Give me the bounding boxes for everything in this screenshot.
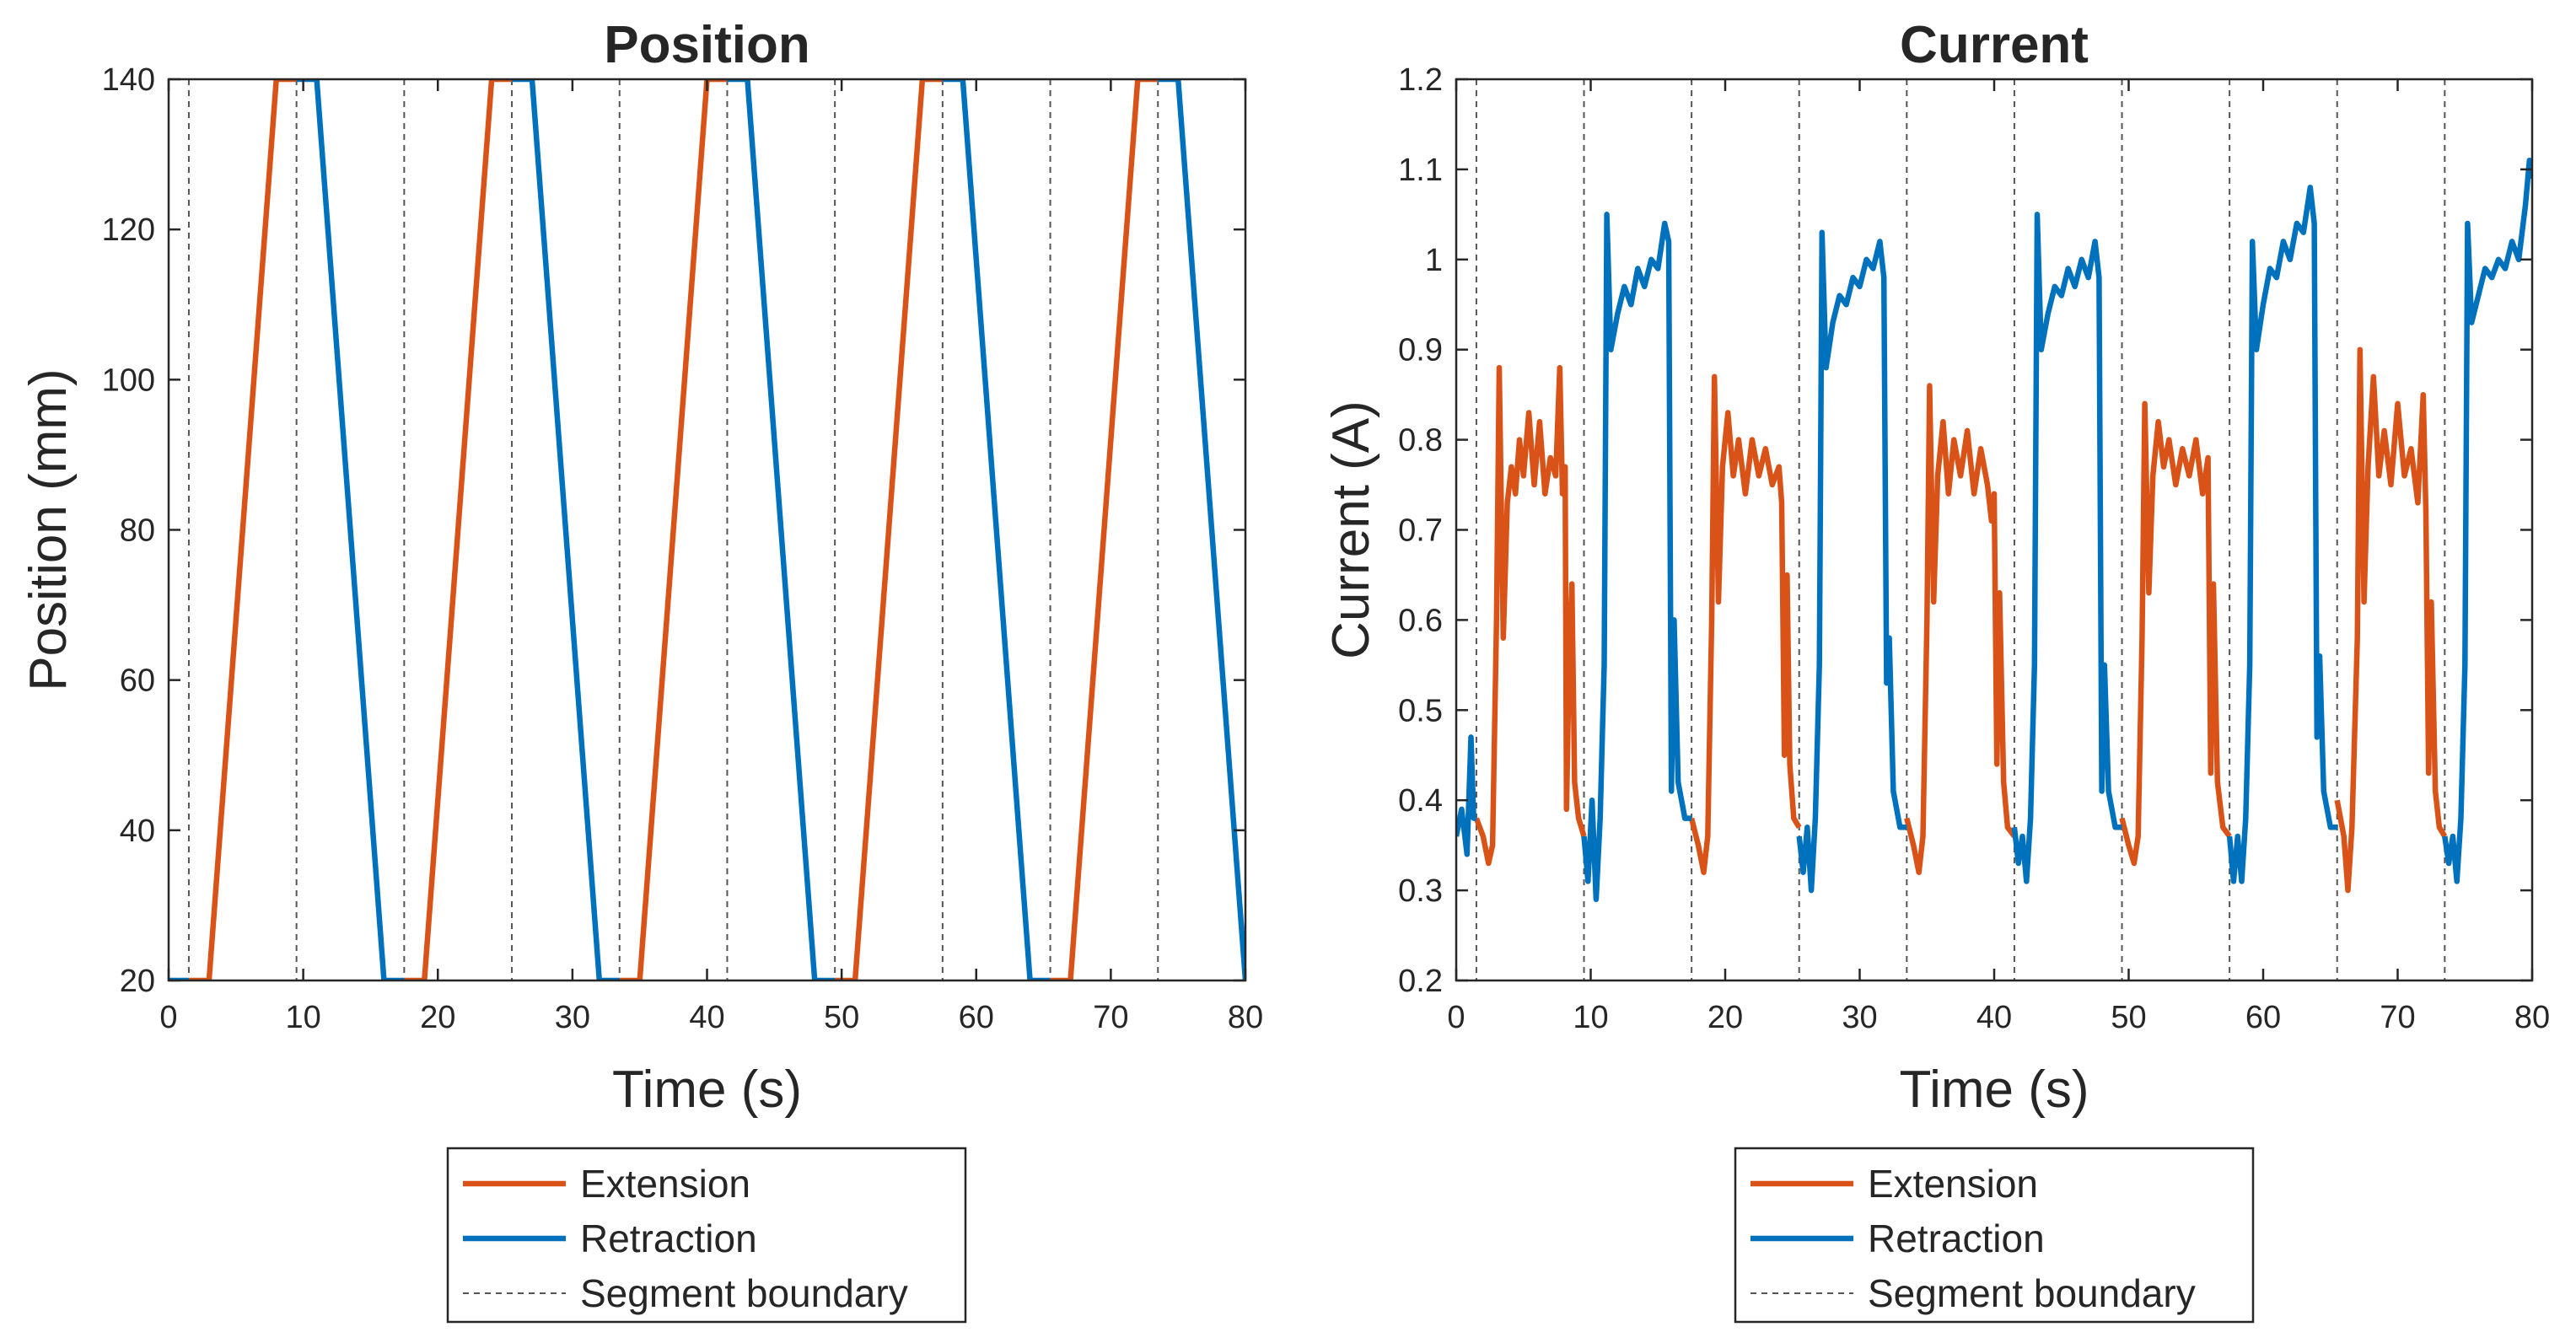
chart-1-x-tick-label-7: 70	[2380, 1000, 2415, 1035]
chart-0-series-extension-segment-1	[404, 79, 512, 980]
chart-0-series-extension-segment-3	[835, 79, 943, 980]
chart-1-series-extension-segment-4	[2334, 346, 2448, 894]
chart-1-series-extension-segment-0	[1473, 364, 1587, 867]
chart-1-y-tick-label-0: 0.2	[1398, 964, 1443, 999]
chart-1-x-tick-label-3: 30	[1842, 1000, 1877, 1035]
chart-1-y-tick-label-1: 0.3	[1398, 873, 1443, 909]
chart-0-y-tick-label-3: 80	[120, 513, 155, 549]
chart-1-x-tick-label-1: 10	[1573, 1000, 1608, 1035]
chart-1-series-extension-segment-3	[2119, 400, 2232, 867]
chart-0-x-tick-label-0: 0	[159, 1000, 177, 1035]
chart-1-x-tick-label-2: 20	[1707, 1000, 1743, 1035]
chart-1-legend: Extension Retraction Segment boundary	[1734, 1147, 2255, 1324]
chart-0-series-group	[169, 79, 1245, 980]
chart-0-legend-label-1: Retraction	[580, 1217, 757, 1260]
chart-0-series-retraction-segment-5	[1158, 79, 1245, 980]
chart-0-legend: Extension Retraction Segment boundary	[446, 1147, 967, 1324]
chart-0-x-tick-label-4: 40	[689, 1000, 724, 1035]
chart-0-x-axis-label: Time (s)	[612, 1061, 802, 1119]
chart-0-y-tick-label-6: 140	[102, 62, 155, 98]
chart-0-plot-area	[169, 79, 1245, 980]
chart-0-y-axis-label: Position (mm)	[19, 368, 78, 690]
chart-1-series-retraction-segment-4	[2226, 185, 2337, 884]
chart-1-x-tick-label-5: 50	[2111, 1000, 2146, 1035]
chart-0-x-tick-label-3: 30	[555, 1000, 590, 1035]
chart-1-series-retraction-segment-0	[1456, 734, 1476, 857]
chart-1-y-axis-label: Current (A)	[1322, 400, 1380, 659]
chart-1-series-extension-segment-2	[1904, 383, 2017, 875]
chart-1-x-tick-label-8: 80	[2514, 1000, 2550, 1035]
chart-1-y-tick-label-3: 0.5	[1398, 693, 1443, 728]
chart-0-x-tick-label-6: 60	[959, 1000, 994, 1035]
chart-0-legend-box	[446, 1147, 967, 1324]
chart-0-legend-label-0: Extension	[580, 1162, 750, 1206]
chart-0-series-extension-segment-0	[188, 79, 297, 980]
chart-1-y-tick-label-10: 1.2	[1398, 62, 1443, 98]
chart-1-series-retraction-segment-2	[1796, 229, 1907, 894]
chart-1-legend-label-2: Segment boundary	[1868, 1271, 2196, 1315]
chart-1-series-group	[1456, 157, 2532, 903]
chart-1: 0 10 20 30 40 50 60 70 80 0.2 0.3 0.4 0.5 0.6 0.7 0.8 0.…	[1322, 16, 2550, 1324]
chart-0-series-retraction-segment-2	[512, 79, 620, 980]
chart-0-x-tick-label-2: 20	[420, 1000, 455, 1035]
chart-1-y-tick-label-4: 0.6	[1398, 603, 1443, 638]
chart-0-series-retraction-segment-3	[727, 79, 836, 980]
chart-1-x-tick-label-4: 40	[1976, 1000, 2012, 1035]
chart-0-series-retraction-segment-4	[942, 79, 1051, 980]
chart-0-x-tick-label-8: 80	[1228, 1000, 1263, 1035]
chart-0-title: Position	[604, 16, 810, 74]
chart-1-legend-label-1: Retraction	[1868, 1217, 2045, 1260]
chart-0-legend-label-2: Segment boundary	[580, 1271, 908, 1315]
chart-0-series-extension-segment-2	[619, 79, 728, 980]
chart-0-x-tick-label-5: 50	[824, 1000, 859, 1035]
chart-1-y-tick-label-2: 0.4	[1398, 783, 1443, 819]
chart-1-y-tick-label-8: 1	[1425, 243, 1443, 278]
chart-1-y-tick-label-9: 1.1	[1398, 153, 1443, 188]
chart-0-y-tick-label-5: 120	[102, 212, 155, 248]
chart-1-series-retraction-segment-5	[2442, 157, 2532, 884]
chart-1-legend-label-0: Extension	[1868, 1162, 2038, 1206]
chart-0-y-tick-label-4: 100	[102, 363, 155, 398]
chart-1-x-tick-label-0: 0	[1447, 1000, 1465, 1035]
chart-0-y-tick-label-0: 20	[120, 964, 155, 999]
chart-1-y-tick-label-5: 0.7	[1398, 513, 1443, 549]
chart-1-x-tick-label-6: 60	[2245, 1000, 2281, 1035]
chart-0-y-tick-label-1: 40	[120, 814, 155, 849]
chart-1-x-axis-label: Time (s)	[1900, 1061, 2089, 1119]
chart-1-series-retraction-segment-1	[1581, 212, 1692, 903]
chart-0-x-tick-label-7: 70	[1093, 1000, 1128, 1035]
chart-1-series-extension-segment-1	[1688, 373, 1802, 875]
chart-0-y-tick-label-2: 60	[120, 663, 155, 699]
chart-1-y-tick-label-7: 0.9	[1398, 333, 1443, 368]
chart-1-series-retraction-segment-3	[2011, 212, 2122, 884]
chart-0-series-extension-segment-4	[1050, 79, 1159, 980]
chart-1-title: Current	[1900, 16, 2089, 74]
chart-0-series-retraction-segment-1	[296, 79, 405, 980]
chart-1-y-tick-label-6: 0.8	[1398, 423, 1443, 459]
chart-0-x-tick-label-1: 10	[285, 1000, 320, 1035]
chart-0: 0 10 20 30 40 50 60 70 80 20 40 60 80 100 120 140 Positi…	[19, 16, 1263, 1324]
